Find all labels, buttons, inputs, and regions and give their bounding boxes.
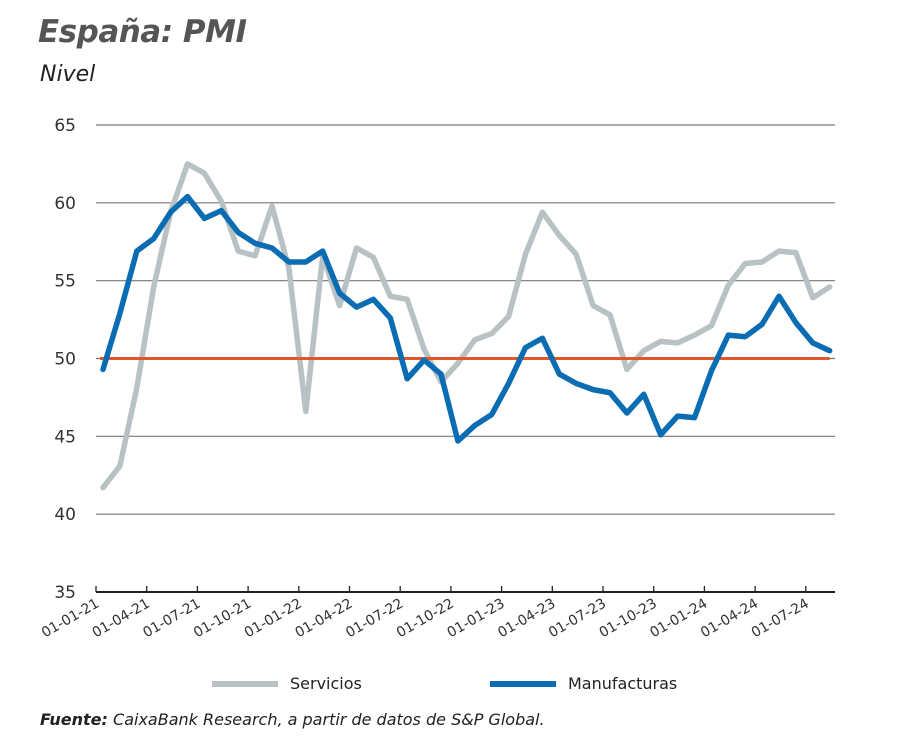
legend-label-manufacturas: Manufacturas [568, 674, 678, 693]
x-tick-label: 01-04-21 [90, 596, 153, 642]
x-tick-label: 01-07-22 [343, 596, 406, 642]
series-line-servicios [100, 161, 833, 491]
legend-item-servicios: Servicios [212, 674, 362, 693]
legend-swatch-manufacturas [490, 680, 556, 687]
chart-subtitle: Nivel [40, 62, 96, 87]
y-tick-label: 50 [54, 350, 76, 370]
y-tick-label: 40 [54, 505, 76, 525]
x-tick-label: 01-07-21 [140, 596, 203, 642]
x-tick-label: 01-07-24 [749, 596, 812, 642]
y-tick-label: 45 [54, 427, 76, 447]
y-tick-label: 60 [54, 194, 76, 214]
x-tick-label: 01-01-22 [242, 596, 305, 642]
y-tick-label: 55 [54, 272, 76, 292]
series-line-manufacturas [100, 193, 833, 444]
legend-item-manufacturas: Manufacturas [490, 674, 677, 693]
x-tick-label: 01-04-22 [292, 596, 355, 642]
chart-title: España: PMI [38, 14, 247, 50]
y-tick-label: 35 [54, 583, 76, 603]
x-tick-label: 01-10-22 [394, 596, 457, 642]
x-tick-label: 01-10-23 [597, 596, 660, 642]
source-label: Fuente: [40, 710, 108, 729]
x-tick-label: 01-04-23 [495, 596, 558, 642]
x-tick-label: 01-07-23 [546, 596, 609, 642]
x-tick-label: 01-10-21 [191, 596, 254, 642]
y-tick-label: 65 [54, 116, 76, 136]
x-tick-label: 01-01-23 [445, 596, 508, 642]
source-note: Fuente: CaixaBank Research, a partir de … [40, 710, 545, 729]
legend-label-servicios: Servicios [290, 674, 362, 693]
legend-swatch-servicios [212, 680, 278, 687]
source-text: CaixaBank Research, a partir de datos de… [113, 710, 545, 729]
